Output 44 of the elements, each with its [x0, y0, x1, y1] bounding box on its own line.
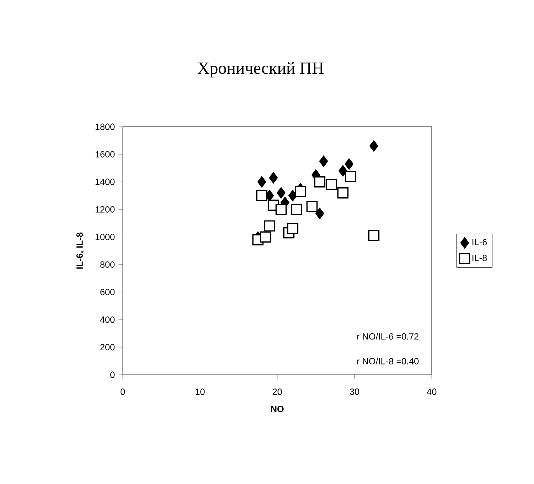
point: [277, 188, 286, 199]
annotation: r NO/IL-8 =0.40: [358, 358, 419, 365]
point: [295, 186, 306, 198]
x-axis-title: NO: [271, 406, 284, 412]
point: [258, 176, 266, 188]
point: [338, 188, 349, 199]
point: [338, 165, 348, 177]
point: [368, 230, 380, 242]
point: [345, 170, 356, 182]
y-tick-label: 1200: [96, 206, 115, 213]
y-tick-label: 600: [100, 289, 115, 296]
x-tick-label: 40: [427, 388, 437, 396]
legend-label: IL-8: [472, 254, 488, 262]
point: [316, 208, 324, 220]
point: [269, 172, 278, 184]
point: [291, 204, 302, 216]
point: [306, 201, 318, 213]
x-tick-label: 10: [196, 388, 205, 396]
y-tick-label: 1600: [96, 151, 115, 158]
y-tick-label: 1800: [96, 124, 115, 130]
x-tick-label: 20: [272, 388, 282, 396]
chart-title: Хронический ПН: [198, 62, 324, 78]
point: [256, 190, 268, 202]
point: [260, 232, 272, 243]
x-tick-label: 30: [350, 388, 360, 396]
point: [264, 220, 276, 232]
annotation: r NO/IL-6 =0.72: [358, 333, 419, 340]
x-tick-label: 0: [120, 388, 126, 396]
y-tick-label: 1400: [96, 178, 115, 186]
legend-label: IL-6: [472, 239, 488, 246]
y-axis-title: IL-6, IL-8: [76, 232, 84, 269]
y-tick-label: 400: [100, 316, 115, 324]
y-tick-label: 800: [100, 262, 115, 268]
point: [288, 190, 298, 202]
point: [314, 176, 326, 188]
y-tick-label: 0: [110, 372, 115, 378]
point: [345, 158, 354, 170]
point: [276, 204, 287, 216]
point: [370, 140, 378, 152]
point: [326, 179, 338, 190]
y-tick-label: 1000: [96, 234, 115, 240]
point: [287, 223, 299, 235]
y-tick-label: 200: [100, 344, 115, 351]
point: [320, 156, 328, 168]
